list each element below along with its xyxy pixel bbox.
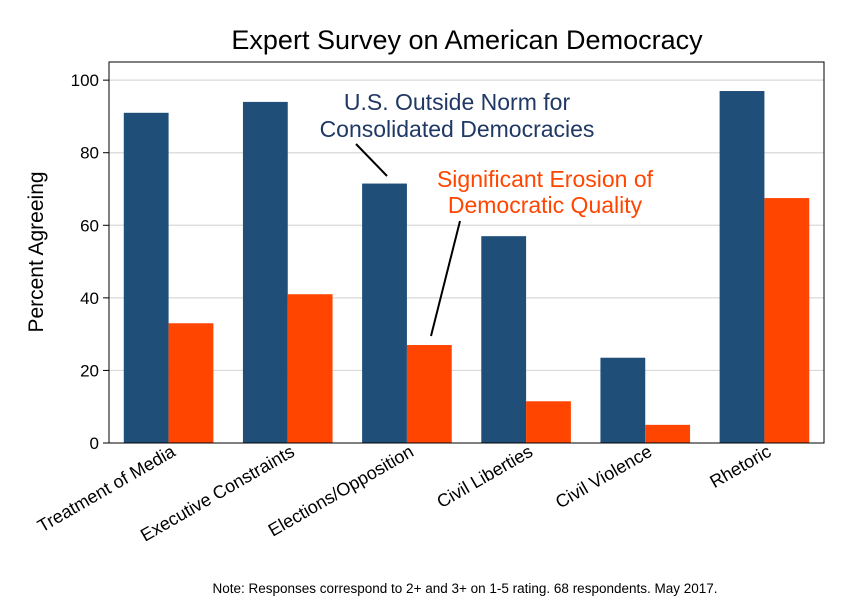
y-tick-label: 60 (80, 216, 99, 235)
x-tick-label: Civil Violence (552, 441, 655, 512)
x-tick-label: Civil Liberties (433, 441, 536, 512)
annotation-norm-line-2: Consolidated Democracies (320, 116, 595, 142)
y-tick-label: 100 (71, 71, 99, 90)
bar-norm-2 (362, 183, 407, 443)
bar-norm-5 (719, 91, 765, 443)
bar-erosion-5 (764, 198, 810, 443)
bar-erosion-0 (168, 323, 214, 443)
y-tick-label: 0 (90, 434, 99, 453)
bars (123, 91, 810, 444)
plot-frame (108, 61, 825, 444)
bar-norm-4 (600, 357, 646, 443)
annotation-pointer-erosion (430, 220, 461, 337)
bar-norm-1 (242, 101, 288, 443)
bar-erosion-2 (406, 345, 452, 443)
y-tick-label: 80 (80, 144, 99, 163)
y-axis-ticks: 0 20 40 60 80 100 (71, 71, 109, 453)
gridlines (109, 79, 824, 372)
bar-norm-0 (123, 112, 169, 444)
chart-note: Note: Responses correspond to 2+ and 3+ … (212, 581, 717, 596)
bar-erosion-1 (287, 294, 333, 443)
annotation-erosion-line-2: Democratic Quality (448, 192, 643, 218)
x-tick-label: Rhetoric (706, 441, 774, 492)
bar-erosion-3 (526, 401, 571, 443)
bar-norm-3 (481, 236, 527, 443)
y-axis-label: Percent Agreeing (25, 171, 48, 332)
y-tick-label: 20 (80, 361, 99, 380)
chart-title: Expert Survey on American Democracy (231, 25, 703, 55)
annotation-norm-line-1: U.S. Outside Norm for (344, 89, 571, 115)
annotation-pointer-norm (355, 143, 388, 177)
bar-erosion-4 (645, 424, 691, 443)
annotation-erosion-line-1: Significant Erosion of (437, 166, 654, 192)
y-tick-label: 40 (80, 289, 99, 308)
